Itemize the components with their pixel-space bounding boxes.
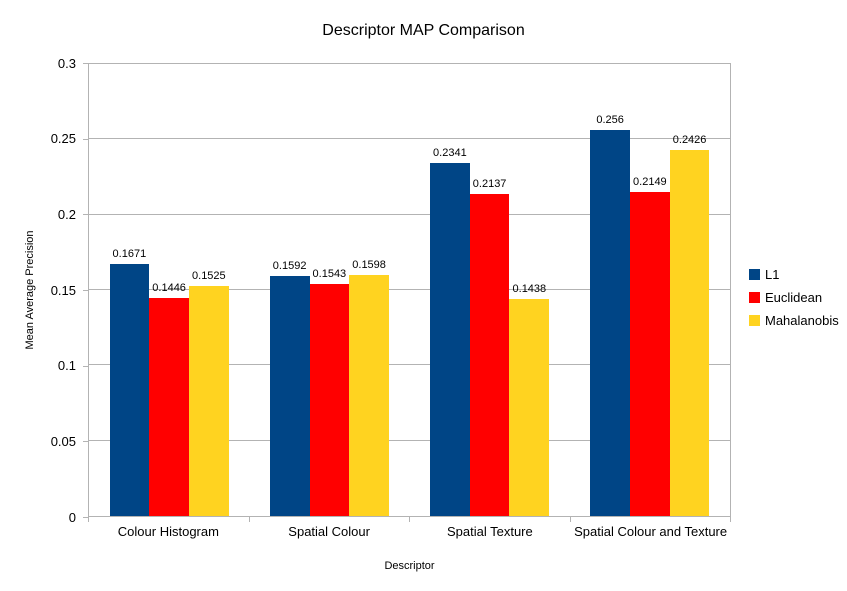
gridline xyxy=(89,138,730,140)
bar-group: 0.1671 0.1446 0.1525 xyxy=(89,64,249,516)
y-tick-mark xyxy=(83,63,88,64)
legend: L1 Euclidean Mahalanobis xyxy=(749,263,839,332)
y-tick-label: 0.3 xyxy=(57,55,76,71)
bar-value-label: 0.1598 xyxy=(352,259,386,272)
bar-euclidean: 0.1543 xyxy=(309,268,350,516)
bar-value-label: 0.1671 xyxy=(112,248,147,261)
x-tick-mark xyxy=(409,517,410,522)
x-tick-mark xyxy=(730,517,731,522)
bar-group: 0.1592 0.1543 0.1598 xyxy=(249,64,409,516)
legend-label: Euclidean xyxy=(765,290,823,305)
legend-item: Euclidean xyxy=(749,286,839,309)
legend-color-swatch-icon xyxy=(749,269,760,280)
x-category-label: Colour Histogram xyxy=(117,524,219,539)
bar-value-label: 0.2149 xyxy=(633,176,667,189)
y-tick-label: 0.25 xyxy=(50,131,76,147)
bar-mahalanobis: 0.2426 xyxy=(669,134,710,516)
bar-value-label: 0.2341 xyxy=(433,147,467,160)
x-category-label: Spatial Colour xyxy=(288,524,370,539)
bar-euclidean: 0.2149 xyxy=(630,176,670,516)
bar-value-label: 0.2137 xyxy=(472,178,507,191)
x-axis-title: Descriptor xyxy=(384,560,435,572)
legend-label: L1 xyxy=(765,267,780,282)
x-tick-mark xyxy=(248,517,250,522)
chart-title: Descriptor MAP Comparison xyxy=(322,22,525,39)
x-tick-mark xyxy=(569,517,571,522)
y-tick-label: 0.1 xyxy=(57,358,76,374)
legend-color-swatch-icon xyxy=(749,315,760,326)
bar-euclidean: 0.1446 xyxy=(149,282,189,516)
bar-l1: 0.1592 xyxy=(269,260,310,516)
legend-item: Mahalanobis xyxy=(749,309,839,332)
bar-value-label: 0.1525 xyxy=(192,270,226,283)
bar-l1: 0.2341 xyxy=(430,147,470,516)
x-category-label: Spatial Colour and Texture xyxy=(574,524,728,539)
y-tick-mark xyxy=(83,366,88,367)
y-tick-label: 0.05 xyxy=(50,433,76,449)
bar-value-label: 0.1543 xyxy=(312,267,347,280)
legend-color-swatch-icon xyxy=(749,292,760,303)
bar-value-label: 0.256 xyxy=(596,114,624,127)
gridline xyxy=(89,439,730,441)
bar-euclidean: 0.2137 xyxy=(469,178,510,516)
bar-l1: 0.256 xyxy=(590,114,630,516)
y-tick-mark xyxy=(83,441,88,442)
legend-label: Mahalanobis xyxy=(765,313,839,328)
bar-mahalanobis: 0.1525 xyxy=(188,270,229,516)
y-tick-label: 0.2 xyxy=(57,206,76,222)
y-tick-mark xyxy=(83,214,88,215)
gridline xyxy=(89,364,730,366)
bar-group: 0.2341 0.2137 0.1438 xyxy=(410,64,570,516)
gridline xyxy=(89,289,730,290)
bar-value-label: 0.1438 xyxy=(512,283,547,296)
gridline xyxy=(89,213,730,215)
bar-value-label: 0.1446 xyxy=(152,282,186,295)
bar-value-label: 0.2426 xyxy=(672,134,707,147)
bars-layer: 0.1671 0.1446 0.1525 0.1592 0.1543 0.1598 0.23… xyxy=(89,64,730,516)
bar-group: 0.256 0.2149 0.2426 xyxy=(570,64,730,516)
x-tick-mark xyxy=(88,517,89,522)
bar-mahalanobis: 0.1438 xyxy=(509,283,550,516)
y-tick-label: 0.15 xyxy=(50,282,76,298)
legend-item: L1 xyxy=(749,263,839,286)
y-tick-mark xyxy=(83,290,88,291)
y-tick-label: 0 xyxy=(68,509,76,525)
x-category-label: Spatial Texture xyxy=(446,524,533,539)
y-tick-mark xyxy=(83,517,88,518)
x-category-labels: Colour Histogram Spatial Colour Spatial Te… xyxy=(88,524,731,539)
bar-l1: 0.1671 xyxy=(109,248,150,516)
bar-value-label: 0.1592 xyxy=(272,260,307,273)
y-tick-mark xyxy=(83,139,88,140)
plot-area: 0.1671 0.1446 0.1525 0.1592 0.1543 0.1598 0.23… xyxy=(88,63,731,517)
bar-mahalanobis: 0.1598 xyxy=(349,259,389,516)
